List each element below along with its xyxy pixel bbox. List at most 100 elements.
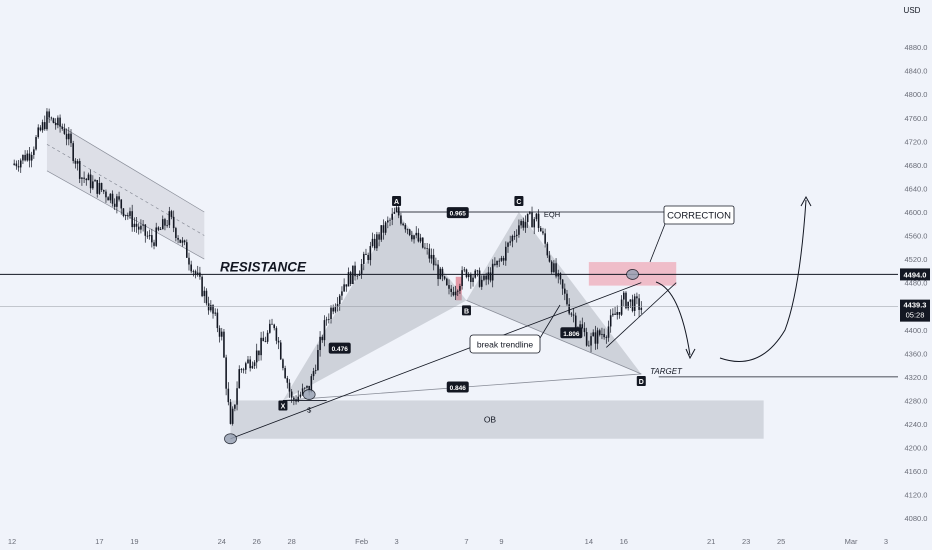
candle-body [297, 396, 300, 402]
candle-body [533, 219, 536, 228]
candle-body [601, 333, 603, 335]
candle-body [33, 149, 35, 155]
candle-body [242, 369, 245, 371]
candle-body [546, 243, 549, 256]
candle-body [140, 225, 142, 230]
price-tick-label: 4640.0 [905, 184, 928, 193]
candle-body [603, 333, 605, 338]
candle-body [566, 293, 568, 305]
candle-body [286, 378, 289, 383]
candle-body [472, 277, 474, 283]
candle-body [105, 191, 107, 198]
price-tick-label: 4680.0 [905, 161, 928, 170]
candle-body [192, 271, 195, 273]
candle-body [46, 111, 48, 130]
break-trendline-pointer [539, 304, 561, 339]
candle-body [476, 270, 479, 272]
up-arrowhead [800, 195, 812, 207]
candle-body [323, 320, 326, 341]
candle-body [231, 408, 234, 424]
break-trendline-label: break trendline [477, 340, 534, 350]
candle-body [347, 272, 350, 287]
time-tick-label: 28 [288, 537, 296, 546]
candle-body [30, 154, 33, 161]
candle-body [146, 235, 149, 237]
candle-body [133, 223, 136, 228]
candle-body [299, 394, 302, 397]
time-tick-label: 14 [585, 537, 593, 546]
candle-body [553, 263, 555, 273]
price-candles-layer [13, 108, 643, 426]
candle-body [336, 304, 339, 308]
candle-body [98, 182, 101, 194]
candle-body [439, 268, 442, 280]
candle-body [303, 387, 306, 389]
candle-body [607, 326, 610, 338]
last-price-tag [900, 299, 930, 322]
candle-body [529, 212, 531, 214]
candle-body [380, 225, 383, 240]
candle-body [57, 117, 59, 126]
candle-body [564, 288, 566, 294]
resistance-price-tag [900, 268, 930, 281]
candle-body [511, 235, 514, 242]
down-projection-arrow [655, 281, 691, 356]
point-a-tag [392, 196, 402, 206]
candle-body [262, 337, 265, 342]
candle-body [456, 290, 459, 292]
candle-body [404, 225, 407, 230]
candle-body [500, 257, 503, 261]
candle-body [306, 385, 308, 388]
price-axis[interactable]: 4880.0 4840.0 4800.0 4760.0 4720.0 4680.0 4640… [898, 0, 932, 550]
candle-body [218, 328, 221, 337]
candle-body [65, 133, 68, 140]
candle-body [389, 219, 391, 221]
candle-body [612, 313, 614, 316]
candle-body [633, 296, 636, 311]
time-axis[interactable]: 12 17 19 24 26 28 Feb 3 7 9 14 16 21 23 25 Mar 3 [8, 537, 888, 546]
candle-body [35, 137, 37, 150]
candle-body [616, 312, 619, 315]
candle-body [371, 238, 374, 247]
point-b-label: B [464, 308, 469, 315]
candle-body [518, 225, 520, 235]
time-tick-label: 19 [130, 537, 138, 546]
candle-body [483, 275, 485, 280]
candle-body [638, 298, 640, 310]
candle-body [419, 237, 422, 242]
candle-body [362, 253, 365, 264]
ob-zone [230, 400, 764, 439]
candle-body [72, 143, 74, 161]
candle-body [338, 295, 341, 305]
candle-body [244, 363, 247, 370]
candle-body [13, 163, 15, 165]
candle-body [155, 227, 158, 246]
candle-body [279, 342, 282, 360]
candle-body [494, 263, 496, 266]
candle-body [164, 219, 166, 226]
candle-body [408, 229, 411, 235]
candle-body [542, 231, 544, 234]
candle-body [203, 290, 206, 297]
candle-body [229, 402, 232, 424]
highlight-circle [626, 269, 639, 280]
candle-body [153, 242, 155, 246]
candle-body [22, 154, 24, 161]
currency-label: USD [904, 6, 921, 15]
candle-body [168, 211, 171, 226]
candle-body [513, 235, 516, 237]
candle-body [330, 307, 332, 320]
bar-countdown: 05:28 [906, 311, 925, 320]
candle-body [321, 336, 324, 341]
candle-body [345, 284, 348, 287]
candle-body [334, 307, 337, 312]
candle-body [240, 369, 243, 370]
candle-body [487, 272, 490, 280]
candle-body [505, 246, 507, 261]
candle-body [605, 337, 608, 338]
candle-body [618, 312, 621, 315]
candle-body [282, 359, 284, 369]
candle-body [400, 215, 402, 224]
candle-body [111, 193, 114, 204]
